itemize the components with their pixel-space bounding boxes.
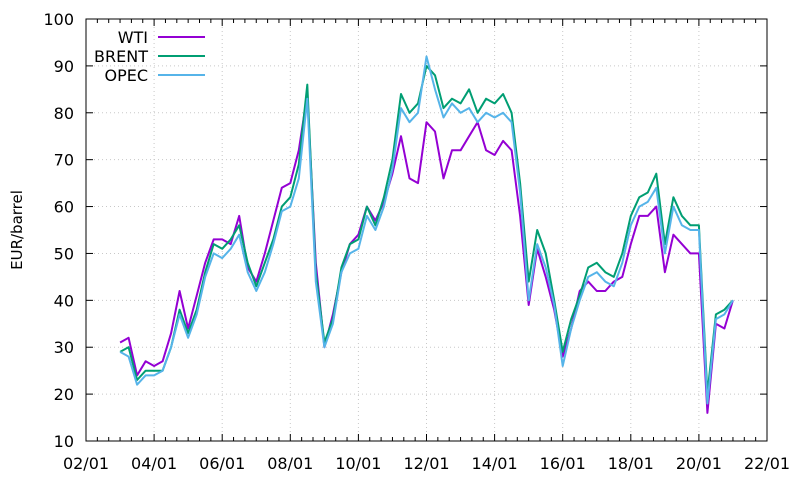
y-tick-label: 70 xyxy=(54,151,74,170)
x-tick-label: 16/01 xyxy=(540,454,586,473)
legend-label-opec: OPEC xyxy=(104,66,148,85)
y-axis-title: EUR/barrel xyxy=(8,190,26,270)
x-tick-label: 10/01 xyxy=(335,454,381,473)
y-tick-label: 80 xyxy=(54,104,74,123)
series-line-brent xyxy=(119,64,734,396)
x-tick-label: 20/01 xyxy=(676,454,722,473)
x-tick-label: 06/01 xyxy=(199,454,245,473)
x-tick-label: 14/01 xyxy=(472,454,518,473)
y-tick-label: 50 xyxy=(54,244,74,263)
y-tick-label: 90 xyxy=(54,57,74,76)
x-tick-label: 04/01 xyxy=(131,454,177,473)
series-line-wti xyxy=(119,93,734,414)
y-tick-label: 40 xyxy=(54,291,74,310)
series-line-opec xyxy=(119,55,734,405)
x-tick-label: 18/01 xyxy=(608,454,654,473)
y-tick-label: 20 xyxy=(54,385,74,404)
y-tick-label: 60 xyxy=(54,198,74,217)
y-tick-label: 10 xyxy=(54,432,74,451)
legend-label-wti: WTI xyxy=(118,28,148,47)
plot-frame xyxy=(85,18,768,442)
x-tick-label: 12/01 xyxy=(403,454,449,473)
legend-label-brent: BRENT xyxy=(94,47,148,66)
grid-lines xyxy=(86,19,767,441)
y-tick-label: 100 xyxy=(43,10,74,29)
x-tick-label: 08/01 xyxy=(267,454,313,473)
x-tick-label: 22/01 xyxy=(744,454,790,473)
x-tick-label: 02/01 xyxy=(63,454,109,473)
data-series xyxy=(119,55,734,414)
axis-ticks: 10 20 30 40 50 60 70 80 90 100 02/01 04/01 06/01 08/0… xyxy=(43,10,790,473)
y-tick-label: 30 xyxy=(54,338,74,357)
